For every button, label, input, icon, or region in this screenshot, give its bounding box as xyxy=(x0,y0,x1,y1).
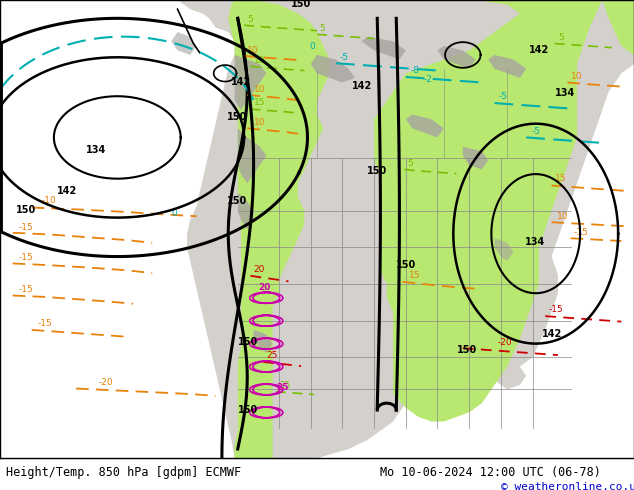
Polygon shape xyxy=(495,238,514,261)
Text: 25: 25 xyxy=(279,381,290,390)
Polygon shape xyxy=(228,0,330,458)
Text: -20: -20 xyxy=(498,338,512,346)
Text: -15: -15 xyxy=(19,223,34,232)
Polygon shape xyxy=(488,55,526,78)
Text: -8: -8 xyxy=(410,66,419,75)
Polygon shape xyxy=(317,0,602,421)
Polygon shape xyxy=(463,147,488,170)
Text: 25: 25 xyxy=(266,351,278,360)
Polygon shape xyxy=(406,115,444,138)
Text: -20: -20 xyxy=(98,378,113,387)
Text: -10: -10 xyxy=(41,196,56,204)
Text: 150: 150 xyxy=(366,166,387,176)
Text: -15: -15 xyxy=(19,285,34,294)
Text: 150: 150 xyxy=(238,405,259,415)
Text: -15: -15 xyxy=(574,228,588,237)
Polygon shape xyxy=(437,46,476,69)
Text: 20: 20 xyxy=(254,265,265,274)
Text: 142: 142 xyxy=(542,329,562,339)
Text: 5: 5 xyxy=(408,159,413,168)
Text: 134: 134 xyxy=(86,146,106,155)
Text: 5: 5 xyxy=(247,15,253,24)
Text: 150: 150 xyxy=(396,260,417,270)
Text: Mo 10-06-2024 12:00 UTC (06-78): Mo 10-06-2024 12:00 UTC (06-78) xyxy=(380,466,601,479)
Text: 15: 15 xyxy=(254,98,265,107)
Text: © weatheronline.co.uk: © weatheronline.co.uk xyxy=(501,482,634,490)
Text: 134: 134 xyxy=(525,237,545,247)
Text: -15: -15 xyxy=(38,319,53,328)
Polygon shape xyxy=(254,330,273,353)
Text: 20: 20 xyxy=(258,283,271,292)
Text: -5: -5 xyxy=(339,52,348,62)
Text: 150: 150 xyxy=(227,112,247,122)
Polygon shape xyxy=(178,0,634,458)
Polygon shape xyxy=(361,37,406,60)
Polygon shape xyxy=(602,0,634,55)
Text: 5: 5 xyxy=(558,33,564,42)
Text: -2: -2 xyxy=(424,74,432,84)
Text: 150: 150 xyxy=(456,345,477,355)
Text: 10: 10 xyxy=(254,56,265,65)
Text: 10: 10 xyxy=(254,85,265,94)
Polygon shape xyxy=(238,193,254,229)
Text: 150: 150 xyxy=(238,337,259,346)
Text: 142: 142 xyxy=(529,45,550,55)
Text: 10: 10 xyxy=(557,212,568,221)
Text: 25: 25 xyxy=(276,383,288,392)
Polygon shape xyxy=(171,32,197,55)
Text: 15: 15 xyxy=(555,174,566,183)
Text: 0: 0 xyxy=(309,43,315,51)
Text: 10: 10 xyxy=(254,118,265,127)
Text: 142: 142 xyxy=(231,77,252,87)
Text: 142: 142 xyxy=(352,81,372,91)
Text: 10: 10 xyxy=(247,46,259,55)
Text: 15: 15 xyxy=(409,271,420,280)
Polygon shape xyxy=(238,128,266,183)
Text: 150: 150 xyxy=(16,205,36,215)
Text: 134: 134 xyxy=(555,88,575,98)
Text: -15: -15 xyxy=(548,305,563,315)
Text: 10: 10 xyxy=(571,72,582,81)
Text: Height/Temp. 850 hPa [gdpm] ECMWF: Height/Temp. 850 hPa [gdpm] ECMWF xyxy=(6,466,242,479)
Text: 150: 150 xyxy=(227,196,247,206)
Text: -15: -15 xyxy=(19,253,34,262)
Polygon shape xyxy=(235,55,266,110)
Text: -5: -5 xyxy=(531,127,540,136)
Text: 150: 150 xyxy=(291,0,311,9)
Polygon shape xyxy=(311,55,355,82)
Text: 0: 0 xyxy=(171,209,177,218)
Text: -5: -5 xyxy=(498,93,507,101)
Text: 5: 5 xyxy=(320,24,325,33)
Text: 142: 142 xyxy=(57,186,77,196)
